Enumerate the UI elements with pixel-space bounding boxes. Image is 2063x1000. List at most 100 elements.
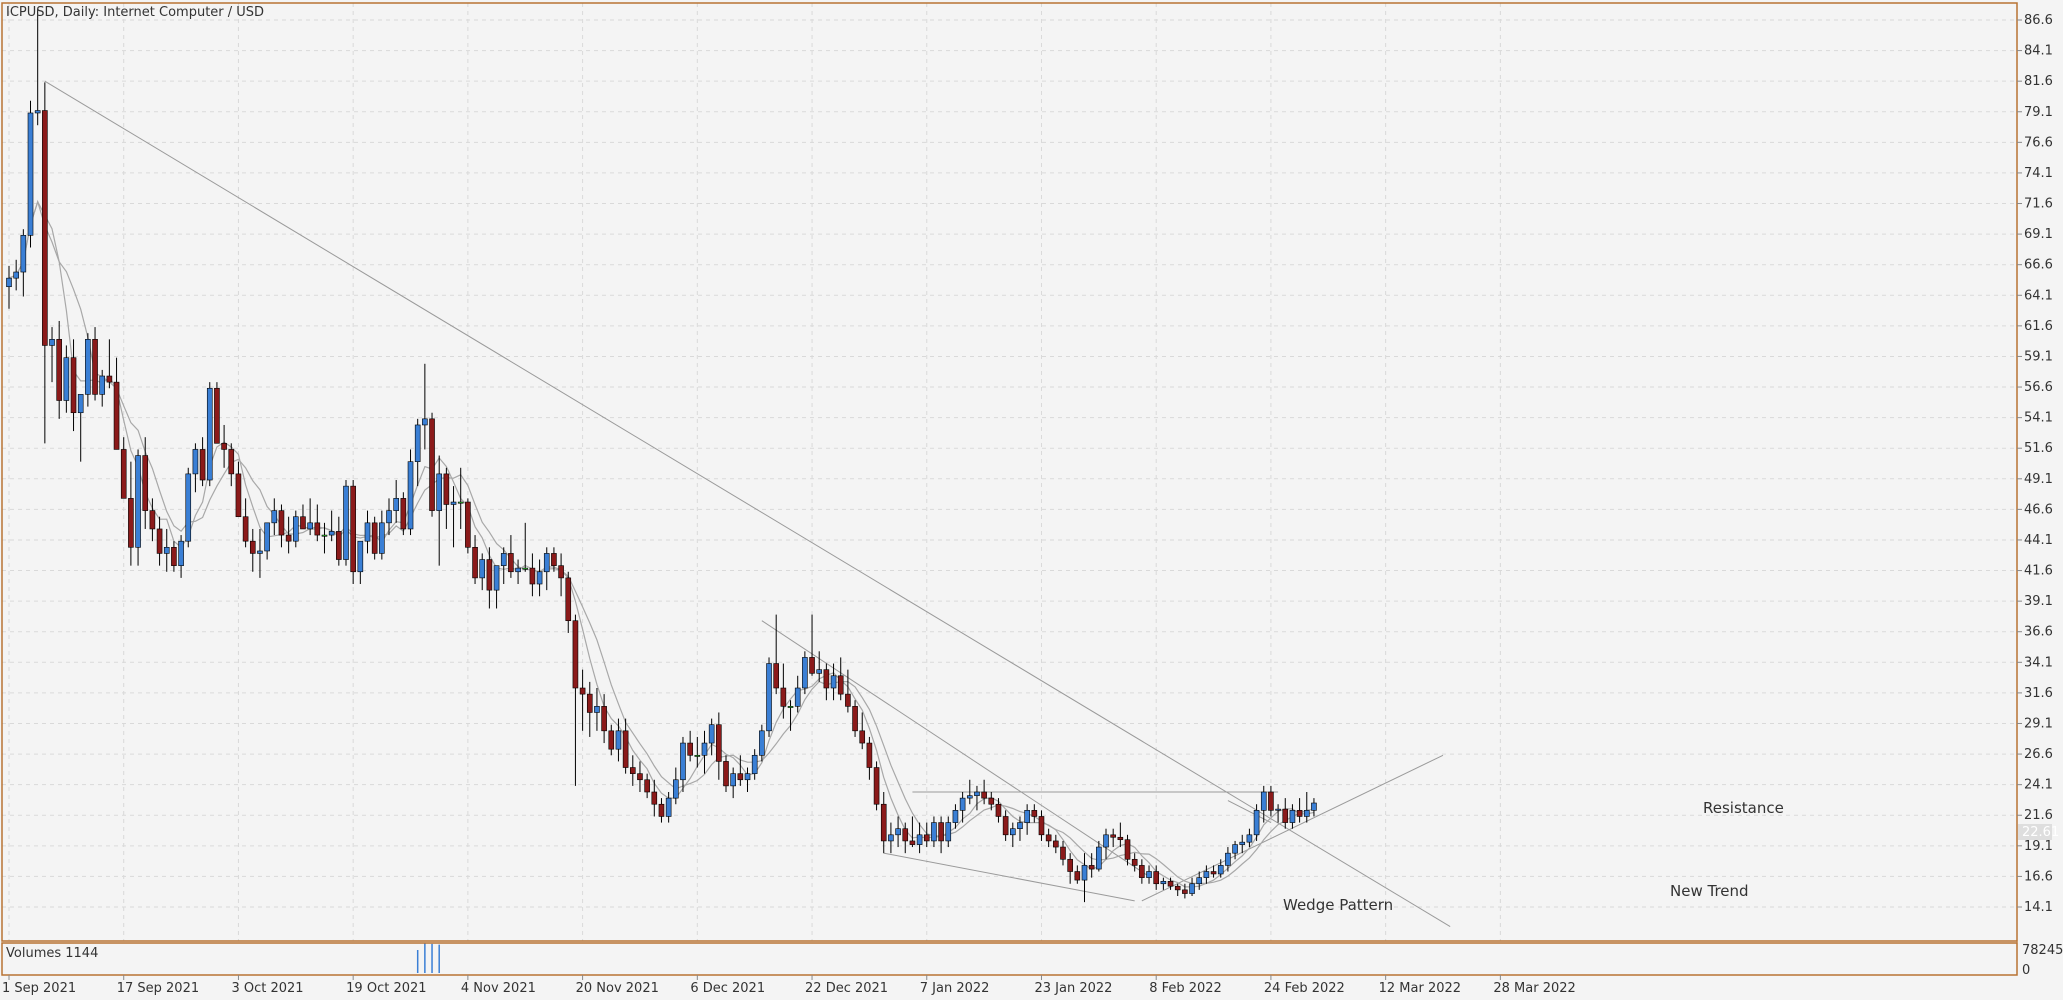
price-tick-label: 79.1 xyxy=(2024,105,2053,120)
candle-body xyxy=(1239,841,1246,845)
candle-body xyxy=(902,828,909,842)
candle-body xyxy=(1131,858,1138,866)
price-tick-label: 21.6 xyxy=(2024,808,2053,823)
date-tick-label: 3 Oct 2021 xyxy=(231,981,303,996)
price-tick-label: 51.6 xyxy=(2024,441,2053,456)
candle-body xyxy=(773,663,779,689)
candle-body xyxy=(42,110,48,346)
candle-body xyxy=(49,339,55,346)
candle-body xyxy=(923,834,930,842)
candle-body xyxy=(931,822,937,842)
candle-body xyxy=(1275,808,1281,811)
candle-body xyxy=(1031,810,1038,817)
date-tick-label: 12 Mar 2022 xyxy=(1379,981,1461,996)
candle-body xyxy=(1117,836,1124,841)
price-tick-label: 41.6 xyxy=(2024,564,2053,579)
candle-body xyxy=(794,687,801,707)
candle-body xyxy=(515,567,521,573)
price-tick-label: 56.6 xyxy=(2024,380,2053,395)
candle-body xyxy=(350,485,356,573)
candle-body xyxy=(629,767,636,774)
candle-body xyxy=(20,235,27,273)
resistance-label: Resistance xyxy=(1703,799,1784,817)
candle-body xyxy=(192,449,199,475)
candle-body xyxy=(34,110,41,114)
candle-body xyxy=(300,516,306,530)
price-tick-label: 49.1 xyxy=(2024,472,2053,487)
candle-body xyxy=(228,449,235,475)
candle-body xyxy=(1038,816,1045,836)
price-tick-label: 71.6 xyxy=(2024,197,2053,212)
candle-body xyxy=(873,767,880,805)
candle-body xyxy=(486,559,493,591)
candle-body xyxy=(120,449,127,499)
price-tick-label: 66.6 xyxy=(2024,258,2053,273)
candle-body xyxy=(1153,871,1159,885)
wedge-pattern-label: Wedge Pattern xyxy=(1283,896,1393,914)
candle-body xyxy=(70,357,77,414)
candle-body xyxy=(579,687,586,695)
candle-body xyxy=(751,754,758,774)
candle-body xyxy=(178,540,184,566)
candle-body xyxy=(371,522,378,554)
candle-body xyxy=(1009,828,1016,836)
candle-body xyxy=(572,620,579,689)
candle-body xyxy=(314,522,321,536)
candle-body xyxy=(823,669,830,689)
candle-body xyxy=(271,510,278,524)
price-tick-label: 36.6 xyxy=(2024,625,2053,640)
candle-body xyxy=(500,553,507,566)
candle-body xyxy=(1182,889,1188,894)
candle-body xyxy=(859,730,866,744)
candle-body xyxy=(508,553,514,573)
candle-body xyxy=(185,473,192,542)
candle-body xyxy=(916,834,923,845)
candle-body xyxy=(1017,822,1023,829)
candle-body xyxy=(199,449,206,481)
date-axis: 1 Sep 2021 17 Sep 2021 3 Oct 2021 19 Oct 20… xyxy=(2,975,1576,996)
candle-body xyxy=(1124,839,1131,860)
candle-body xyxy=(952,810,959,823)
candle-body xyxy=(673,779,679,799)
candle-body xyxy=(1053,840,1059,848)
price-tick-label: 81.6 xyxy=(2024,74,2053,89)
candle-body xyxy=(816,669,823,674)
candle-body xyxy=(328,531,335,536)
candle-body xyxy=(364,522,371,542)
candle-body xyxy=(1002,816,1009,836)
candle-body xyxy=(343,485,349,560)
candle-body xyxy=(235,473,242,518)
candle-body xyxy=(113,381,120,450)
candle-body xyxy=(393,498,399,511)
candle-body xyxy=(1225,852,1231,866)
date-tick-label: 20 Nov 2021 xyxy=(576,981,659,996)
candle-body xyxy=(400,498,407,530)
candle-body xyxy=(149,510,156,530)
price-tick-label: 14.1 xyxy=(2024,900,2053,915)
candle-body xyxy=(1103,834,1109,848)
candle-body xyxy=(414,424,421,462)
candle-body xyxy=(608,730,615,750)
current-price-marker xyxy=(2018,824,2052,840)
date-tick-label: 23 Jan 2022 xyxy=(1034,981,1112,996)
price-tick-label: 19.1 xyxy=(2024,839,2053,854)
candle-body xyxy=(27,112,34,236)
candle-body xyxy=(56,339,62,401)
volume-bars xyxy=(416,943,440,973)
candle-body xyxy=(558,565,564,579)
candle-body xyxy=(766,663,772,732)
candle-body xyxy=(336,531,342,560)
volume-scale-top: 78245 xyxy=(2022,943,2063,958)
candle-body xyxy=(1217,865,1224,875)
candle-body xyxy=(214,387,220,444)
candle-body xyxy=(128,498,134,548)
candle-body xyxy=(1110,834,1116,838)
date-tick-label: 4 Nov 2021 xyxy=(461,981,536,996)
candle-body xyxy=(945,822,952,842)
candle-body xyxy=(802,657,808,689)
candle-body xyxy=(787,706,794,708)
candle-body xyxy=(429,418,435,511)
candle-body xyxy=(565,577,572,622)
candle-body xyxy=(809,657,815,674)
